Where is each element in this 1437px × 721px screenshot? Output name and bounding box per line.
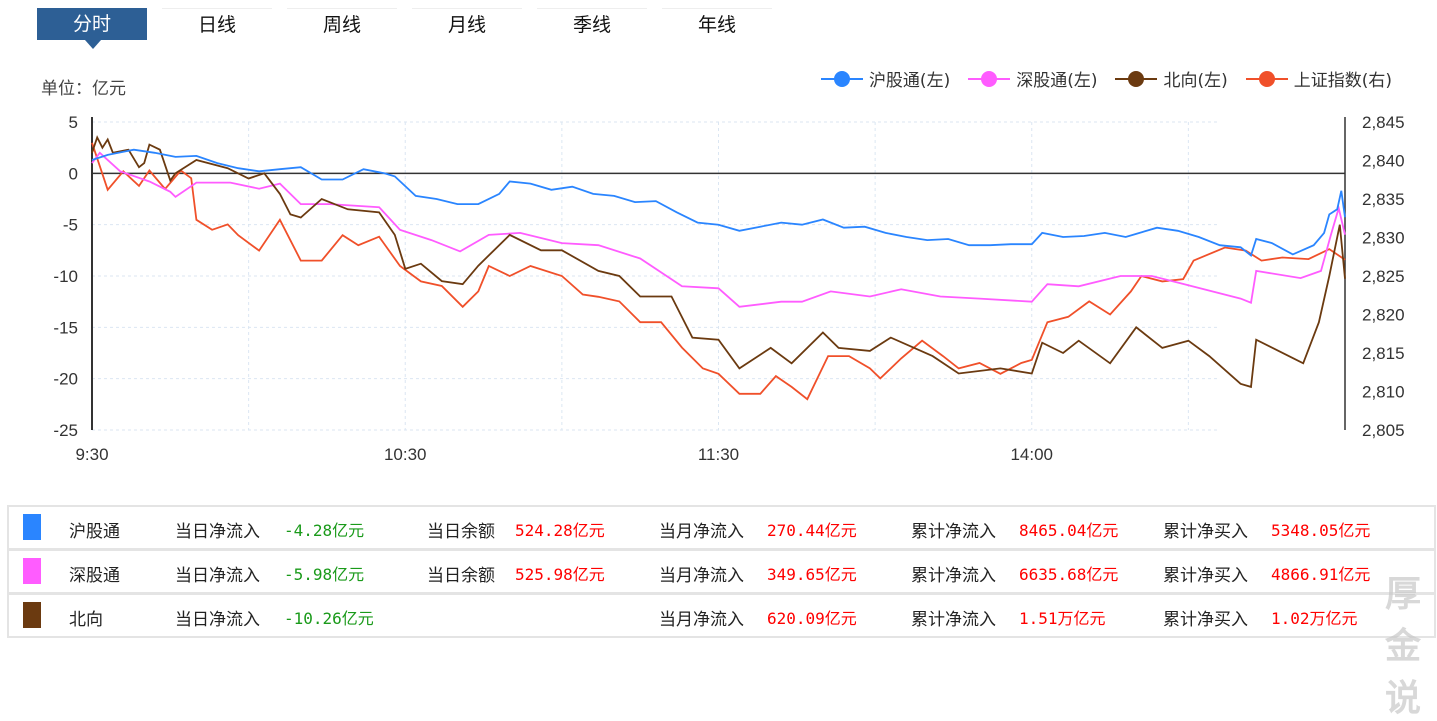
c5-value: 5348.05亿元 (1271, 521, 1371, 540)
c5-label: 累计净买入 (1163, 566, 1248, 586)
x-tick-label: 9:30 (75, 445, 108, 464)
tab-daily[interactable]: 日线 (162, 8, 272, 41)
c2-label: 当日余额 (427, 522, 495, 542)
right-tick-label: 2,845 (1362, 113, 1405, 132)
summary-table: 沪股通 当日净流入 -4.28亿元 当日余额 524.28亿元 当月净流入 270.44亿元… (7, 505, 1436, 638)
legend-label: 北向(左) (1163, 71, 1228, 91)
c5-value: 4866.91亿元 (1271, 565, 1371, 584)
c1-value: -10.26亿元 (284, 609, 374, 628)
series-line-sgt (91, 151, 1346, 308)
left-tick-label: -25 (53, 421, 78, 440)
c1-value: -4.28亿元 (284, 521, 365, 540)
c1-label: 当日净流入 (175, 522, 260, 542)
x-tick-label: 14:00 (1010, 445, 1053, 464)
left-tick-label: -10 (53, 267, 78, 286)
c3-value: 620.09亿元 (767, 609, 857, 628)
legend-label: 沪股通(左) (868, 71, 951, 91)
legend-marker-icon (820, 70, 863, 87)
color-swatch (23, 514, 41, 540)
table-row: 北向 当日净流入 -10.26亿元 当月净流入 620.09亿元 累计净流入 1.51万亿元… (9, 595, 1434, 636)
c5-label: 累计净买入 (1163, 610, 1248, 630)
legend-marker-icon (1115, 70, 1158, 87)
c4-value: 1.51万亿元 (1019, 609, 1106, 628)
c3-value: 349.65亿元 (767, 565, 857, 584)
right-tick-label: 2,830 (1362, 229, 1405, 248)
right-tick-label: 2,815 (1362, 344, 1405, 363)
chart-legend: 沪股通(左) 深股通(左) 北向(左) 上证指数(右) (820, 66, 1392, 91)
tab-yearly[interactable]: 年线 (662, 8, 772, 41)
c3-value: 270.44亿元 (767, 521, 857, 540)
x-tick-label: 10:30 (384, 445, 427, 464)
c3-label: 当月净流入 (659, 610, 744, 630)
c2-label: 当日余额 (427, 566, 495, 586)
right-tick-label: 2,805 (1362, 421, 1405, 440)
period-tabs: 分时 日线 周线 月线 季线 年线 (37, 8, 787, 49)
legend-item-north[interactable]: 北向(左) (1115, 66, 1228, 91)
c3-label: 当月净流入 (659, 566, 744, 586)
name: 北向 (69, 610, 103, 630)
left-tick-label: 5 (69, 113, 78, 132)
right-tick-label: 2,840 (1362, 152, 1405, 171)
c2-value: 525.98亿元 (515, 565, 605, 584)
right-tick-label: 2,820 (1362, 306, 1405, 325)
unit-label: 单位：亿元 (41, 79, 126, 99)
left-tick-label: -15 (53, 318, 78, 337)
legend-item-sgt[interactable]: 深股通(左) (968, 66, 1097, 91)
left-tick-label: -5 (63, 216, 78, 235)
flow-chart: 5 0 -5 -10 -15 -20 -25 2,845 2,840 2,835 2,830 2,82… (53, 113, 1405, 464)
series-line-sh-index (91, 142, 1346, 401)
c1-label: 当日净流入 (175, 566, 260, 586)
tab-quarterly[interactable]: 季线 (537, 8, 647, 41)
color-swatch (23, 558, 41, 584)
tab-monthly[interactable]: 月线 (412, 8, 522, 41)
table-row: 沪股通 当日净流入 -4.28亿元 当日余额 524.28亿元 当月净流入 270.44亿元… (9, 507, 1434, 551)
series-line-north (91, 135, 1346, 389)
c4-value: 8465.04亿元 (1019, 521, 1119, 540)
name: 深股通 (69, 566, 120, 586)
right-tick-label: 2,835 (1362, 190, 1405, 209)
c4-label: 累计净流入 (911, 610, 996, 630)
c2-value: 524.28亿元 (515, 521, 605, 540)
c3-label: 当月净流入 (659, 522, 744, 542)
c1-label: 当日净流入 (175, 610, 260, 630)
c1-value: -5.98亿元 (284, 565, 365, 584)
watermark-logo: 厚金说 (1385, 574, 1421, 719)
c5-value: 1.02万亿元 (1271, 609, 1358, 628)
tab-intraday[interactable]: 分时 (37, 8, 147, 49)
left-tick-label: -20 (53, 370, 78, 389)
right-tick-label: 2,810 (1362, 383, 1405, 402)
table-row: 深股通 当日净流入 -5.98亿元 当日余额 525.98亿元 当月净流入 349.65亿元… (9, 551, 1434, 595)
legend-marker-icon (968, 70, 1011, 87)
color-swatch (23, 602, 41, 628)
c4-label: 累计净流入 (911, 566, 996, 586)
c4-label: 累计净流入 (911, 522, 996, 542)
legend-label: 上证指数(右) (1293, 71, 1392, 91)
c4-value: 6635.68亿元 (1019, 565, 1119, 584)
right-tick-label: 2,825 (1362, 267, 1405, 286)
c5-label: 累计净买入 (1163, 522, 1248, 542)
left-tick-label: 0 (69, 164, 78, 183)
x-tick-label: 11:30 (698, 445, 739, 464)
tab-weekly[interactable]: 周线 (287, 8, 397, 41)
legend-item-sh-index[interactable]: 上证指数(右) (1245, 66, 1392, 91)
legend-label: 深股通(左) (1016, 71, 1098, 91)
legend-marker-icon (1245, 70, 1288, 87)
series-line-hgt (91, 148, 1346, 258)
name: 沪股通 (69, 522, 120, 542)
legend-item-hgt[interactable]: 沪股通(左) (820, 66, 951, 91)
